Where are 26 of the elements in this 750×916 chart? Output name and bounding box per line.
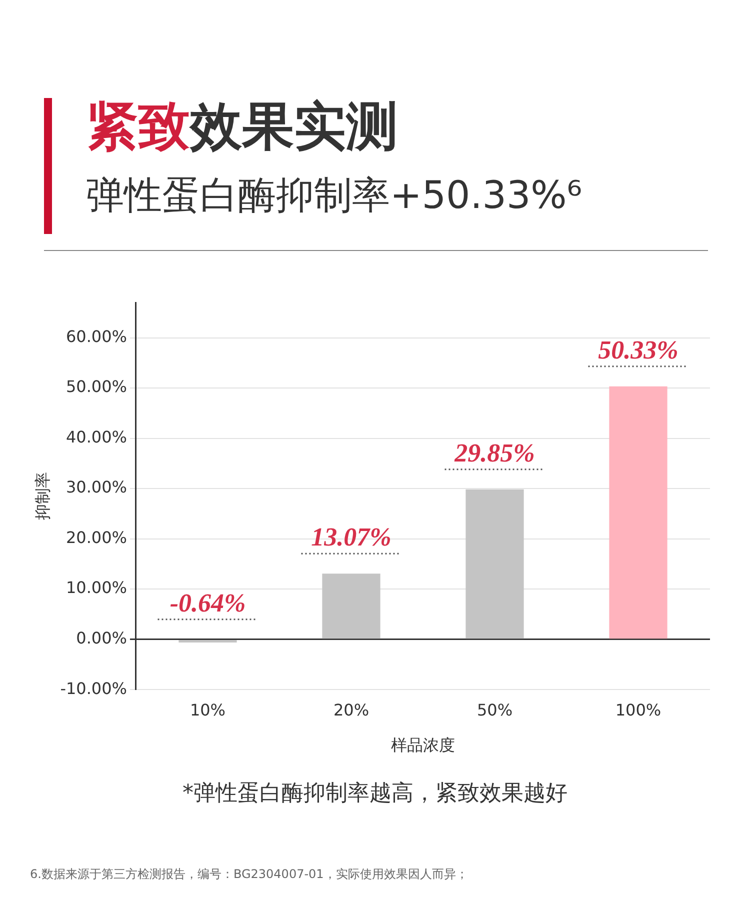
- x-tick-label: 50%: [476, 700, 513, 720]
- bar: [178, 640, 237, 643]
- x-tick-label: 10%: [190, 700, 226, 720]
- chart-title: 紧致效果实测: [86, 96, 398, 159]
- text: 6.数据来源于第三方检测报告，编号：BG2304007-01，实际使用效果因人而异；: [30, 866, 468, 883]
- y-axis-title: 抑制率: [32, 472, 52, 520]
- x-tick-label: 100%: [615, 700, 662, 720]
- bar: [466, 489, 524, 639]
- chart-subtitle: 弹性蛋白酶抑制率+50.33%⁶: [86, 172, 582, 219]
- text: *弹性蛋白酶抑制率越高，紧致效果越好: [182, 780, 568, 808]
- y-tick-label: 30.00%: [66, 478, 127, 497]
- bar: [322, 574, 380, 639]
- y-tick-label: 60.00%: [66, 326, 127, 346]
- y-tick-label: 20.00%: [66, 528, 127, 547]
- data-label: 50.33%: [598, 335, 678, 364]
- data-label: 29.85%: [454, 438, 535, 468]
- y-tick-label: 0.00%: [76, 628, 127, 648]
- data-label: 13.07%: [311, 522, 392, 552]
- data-label: -0.64%: [170, 588, 246, 618]
- y-tick-label: 10.00%: [66, 578, 127, 598]
- y-tick-label: -10.00%: [60, 678, 127, 698]
- y-tick-label: 40.00%: [66, 427, 127, 446]
- x-tick-label: 20%: [333, 700, 370, 720]
- y-tick-label: 50.00%: [66, 377, 127, 396]
- x-axis-title: 样品浓度: [390, 736, 455, 755]
- bar: [609, 386, 668, 639]
